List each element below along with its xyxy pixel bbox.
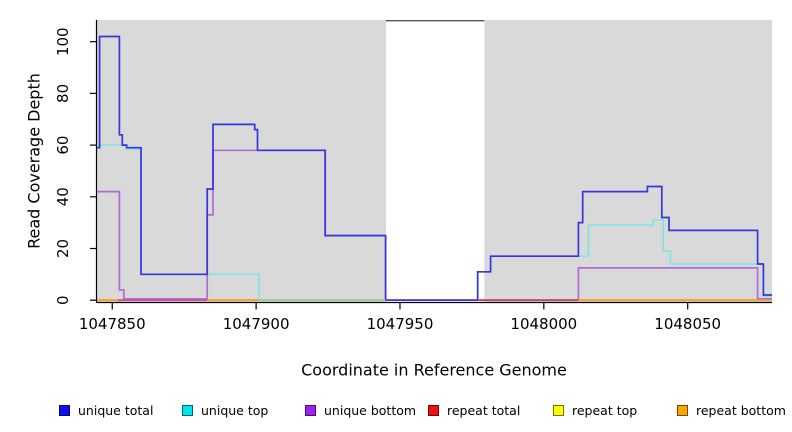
legend-label: repeat bottom: [696, 402, 786, 418]
x-axis-title: Coordinate in Reference Genome: [301, 360, 567, 380]
legend-swatch-icon: [59, 404, 70, 416]
legend-swatch-icon: [182, 404, 193, 416]
masked-region: [386, 20, 485, 302]
x-tick-label: 1047850: [79, 315, 146, 333]
legend-swatch-icon: [677, 404, 688, 416]
y-tick-label: 20: [54, 239, 72, 258]
legend-item-unique-bottom: unique bottom: [305, 402, 416, 418]
y-tick-label: 80: [54, 84, 72, 103]
y-axis-title: Read Coverage Depth: [24, 73, 44, 249]
legend-item-unique-total: unique total: [59, 402, 153, 418]
legend-item-repeat-top: repeat top: [553, 402, 637, 418]
legend-item-repeat-total: repeat total: [428, 402, 520, 418]
y-tick-label: 0: [54, 295, 72, 305]
y-tick-label: 60: [54, 136, 72, 155]
y-tick-label: 40: [54, 187, 72, 206]
legend-label: unique top: [201, 402, 269, 418]
legend-label: repeat total: [447, 402, 521, 418]
legend-label: unique bottom: [324, 402, 417, 418]
legend-swatch-icon: [305, 404, 316, 416]
legend-swatch-icon: [428, 404, 439, 416]
series-line-unique-total: [97, 35, 772, 302]
y-tick-label: 100: [54, 27, 72, 56]
x-tick-label: 1047950: [367, 315, 434, 333]
x-tick-label: 1048000: [510, 315, 577, 333]
x-tick-label: 1048050: [654, 315, 721, 333]
legend: unique total unique top unique bottom repea…: [0, 400, 792, 424]
legend-label: unique total: [78, 402, 154, 418]
legend-swatch-icon: [553, 404, 564, 416]
x-tick-label: 1047900: [223, 315, 290, 333]
legend-label: repeat top: [572, 402, 638, 418]
legend-item-repeat-bottom: repeat bottom: [677, 402, 786, 418]
legend-item-unique-top: unique top: [182, 402, 268, 418]
